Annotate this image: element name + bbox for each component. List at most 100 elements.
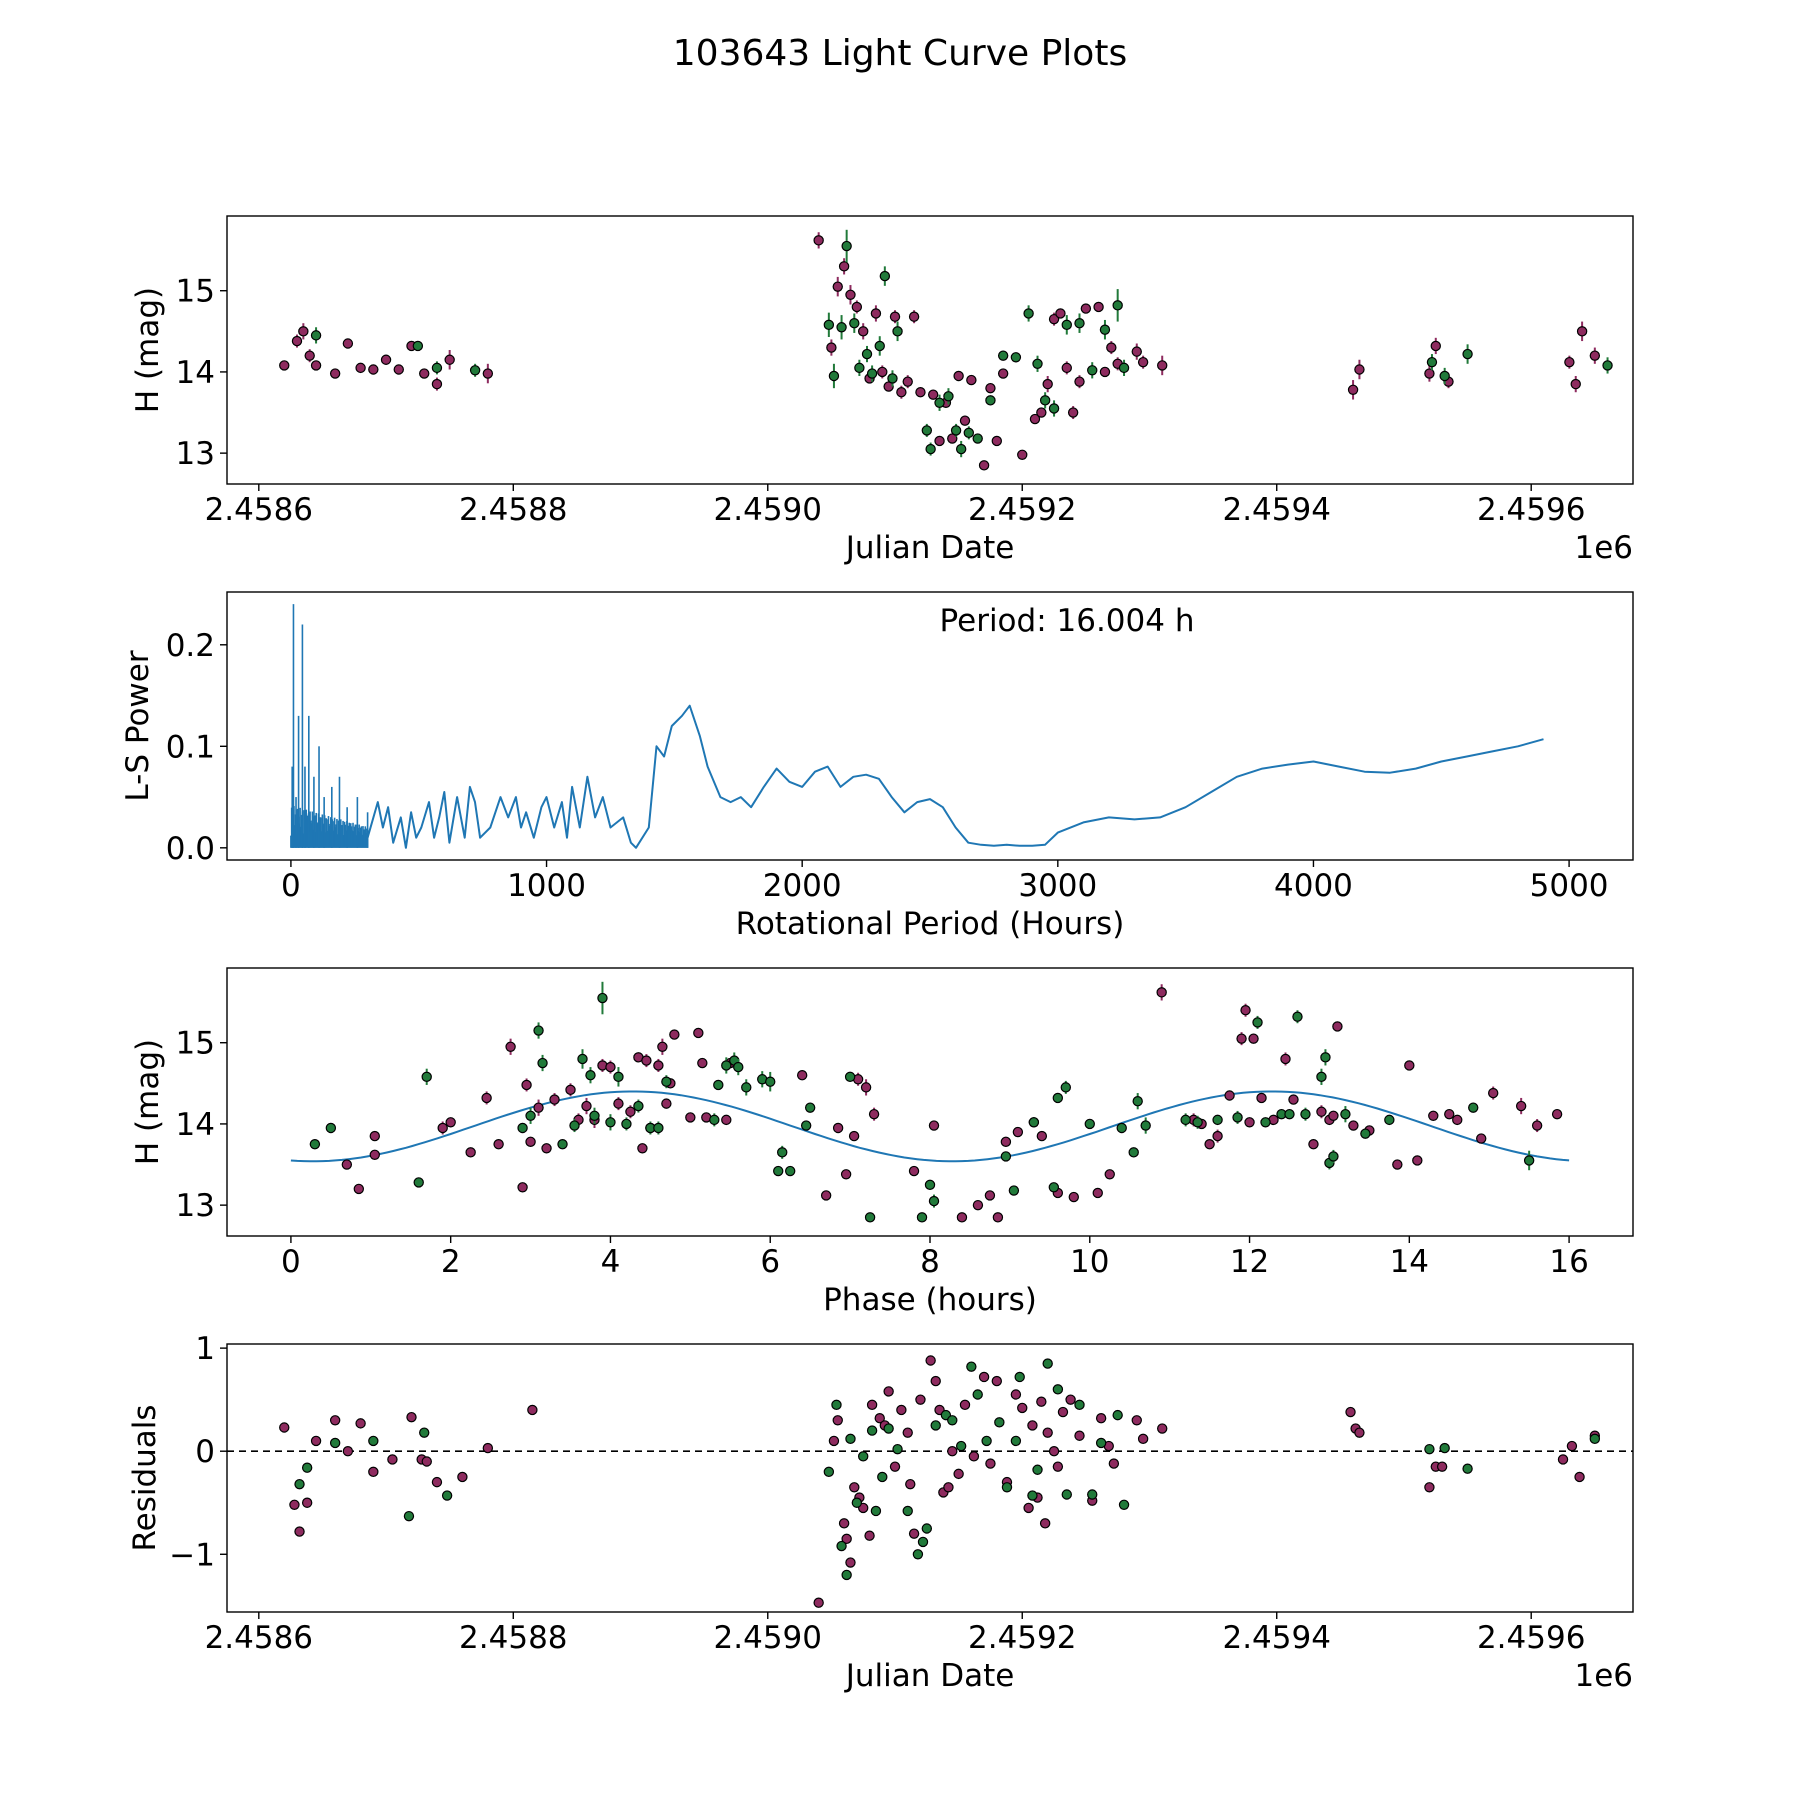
series-a-point xyxy=(889,311,901,322)
series-a-point xyxy=(310,1435,322,1447)
series-a-point xyxy=(902,376,913,387)
x-tick-label: 2000 xyxy=(763,868,842,904)
series-a-point xyxy=(1316,1106,1327,1117)
series-a-point xyxy=(613,1098,624,1109)
series-a-point xyxy=(978,1371,990,1383)
residuals-ylabel: Residuals xyxy=(127,1404,163,1551)
series-a-point xyxy=(826,342,837,353)
series-a-point xyxy=(669,1029,680,1040)
x-tick-label: 4000 xyxy=(1274,868,1353,904)
series-a-point xyxy=(841,1533,852,1545)
series-b-point xyxy=(1028,1117,1040,1128)
series-a-point xyxy=(860,1082,872,1093)
series-b-point xyxy=(294,1478,305,1490)
series-b-point xyxy=(955,1440,967,1452)
x-tick-label: 3000 xyxy=(1018,868,1097,904)
series-b-point xyxy=(963,427,975,439)
series-a-point xyxy=(874,1413,885,1424)
series-b-point xyxy=(1284,1108,1295,1120)
series-a-point xyxy=(1256,1092,1267,1104)
periodogram-ylabel: L-S Power xyxy=(120,650,156,801)
series-b-point xyxy=(1112,1409,1123,1421)
series-a-point xyxy=(984,1190,996,1201)
series-b-point xyxy=(1118,362,1130,374)
series-a-point xyxy=(465,1147,476,1158)
series-a-point xyxy=(1551,1108,1563,1120)
x-tick-label: 2.4594 xyxy=(1222,1620,1330,1656)
series-b-point xyxy=(368,1435,379,1447)
series-a-point xyxy=(637,1143,648,1154)
x-tick-label: 2.4594 xyxy=(1222,492,1330,528)
series-a-point xyxy=(342,1445,354,1457)
series-b-point xyxy=(517,1122,528,1134)
series-a-point xyxy=(1428,1110,1439,1122)
series-b-point xyxy=(469,365,481,376)
series-a-point xyxy=(1061,362,1072,374)
series-a-point xyxy=(625,1106,636,1117)
x-tick-label: 2.4588 xyxy=(459,492,567,528)
series-a-point xyxy=(1589,350,1601,361)
series-a-point xyxy=(1137,1433,1149,1445)
figure-title: 103643 Light Curve Plots xyxy=(673,33,1127,74)
series-a-point xyxy=(1012,1126,1024,1138)
y-tick-label: 13 xyxy=(176,436,215,472)
series-a-point xyxy=(657,1041,668,1052)
series-a-point xyxy=(661,1098,672,1109)
series-a-point xyxy=(1010,1389,1022,1400)
series-a-point xyxy=(959,1399,971,1411)
series-b-point xyxy=(877,1471,888,1483)
series-a-point xyxy=(1042,1427,1053,1438)
series-a-point xyxy=(1557,1454,1569,1465)
series-a-point xyxy=(521,1079,532,1091)
series-a-point xyxy=(1444,1108,1455,1120)
series-a-point xyxy=(1157,360,1168,371)
series-a-point xyxy=(641,1055,652,1066)
series-a-point xyxy=(1017,449,1028,460)
series-a-point xyxy=(298,326,309,337)
x-tick-label: 16 xyxy=(1549,1244,1588,1280)
series-a-point xyxy=(1354,364,1365,375)
series-a-point xyxy=(291,335,303,347)
series-b-point xyxy=(557,1139,568,1150)
series-a-point xyxy=(1424,1482,1435,1493)
x-tick-label: 10 xyxy=(1070,1244,1109,1280)
series-a-point xyxy=(355,1418,366,1429)
series-a-point xyxy=(368,364,379,375)
series-a-point xyxy=(1436,1461,1448,1472)
periodogram-axes: 0 1000 2000 3000 4000 5000 0.0 0.1 0.2 xyxy=(166,628,1609,904)
periodogram-panel: 0 1000 2000 3000 4000 5000 0.0 0.1 0.2 Period: 1… xyxy=(120,591,1634,942)
series-a-point xyxy=(908,1165,920,1177)
phased-frame xyxy=(226,967,1634,1237)
series-a-point xyxy=(1564,356,1575,368)
series-b-point xyxy=(1260,1117,1271,1128)
x-tick-label: 0 xyxy=(281,868,301,904)
series-a-point xyxy=(845,289,856,300)
series-b-point xyxy=(721,1060,732,1071)
series-b-point xyxy=(928,1195,940,1207)
series-a-point xyxy=(481,1092,492,1104)
series-b-point xyxy=(1128,1147,1139,1158)
series-b-point xyxy=(1042,1358,1053,1369)
series-a-point xyxy=(849,1482,860,1493)
series-b-point xyxy=(1061,319,1072,331)
series-b-point xyxy=(925,443,936,455)
series-b-point xyxy=(912,1549,924,1560)
series-b-point xyxy=(613,1071,624,1083)
series-a-point xyxy=(1092,1187,1103,1199)
series-b-point xyxy=(1292,1011,1303,1022)
series-a-point xyxy=(368,1466,379,1478)
series-b-point xyxy=(866,368,878,379)
series-b-point xyxy=(1424,1443,1435,1455)
x-tick-label: 14 xyxy=(1390,1244,1429,1280)
series-a-point xyxy=(421,1456,432,1467)
series-b-point xyxy=(1060,1082,1072,1093)
series-a-point xyxy=(925,1355,936,1366)
series-a-point xyxy=(1412,1155,1423,1166)
series-a-point xyxy=(840,1169,852,1180)
series-b-point xyxy=(1602,360,1613,371)
series-b-point xyxy=(1023,308,1034,319)
series-b-point xyxy=(831,1399,842,1411)
series-a-point xyxy=(1332,1021,1343,1032)
series-b-point xyxy=(765,1076,776,1087)
series-b-point xyxy=(1320,1052,1331,1063)
